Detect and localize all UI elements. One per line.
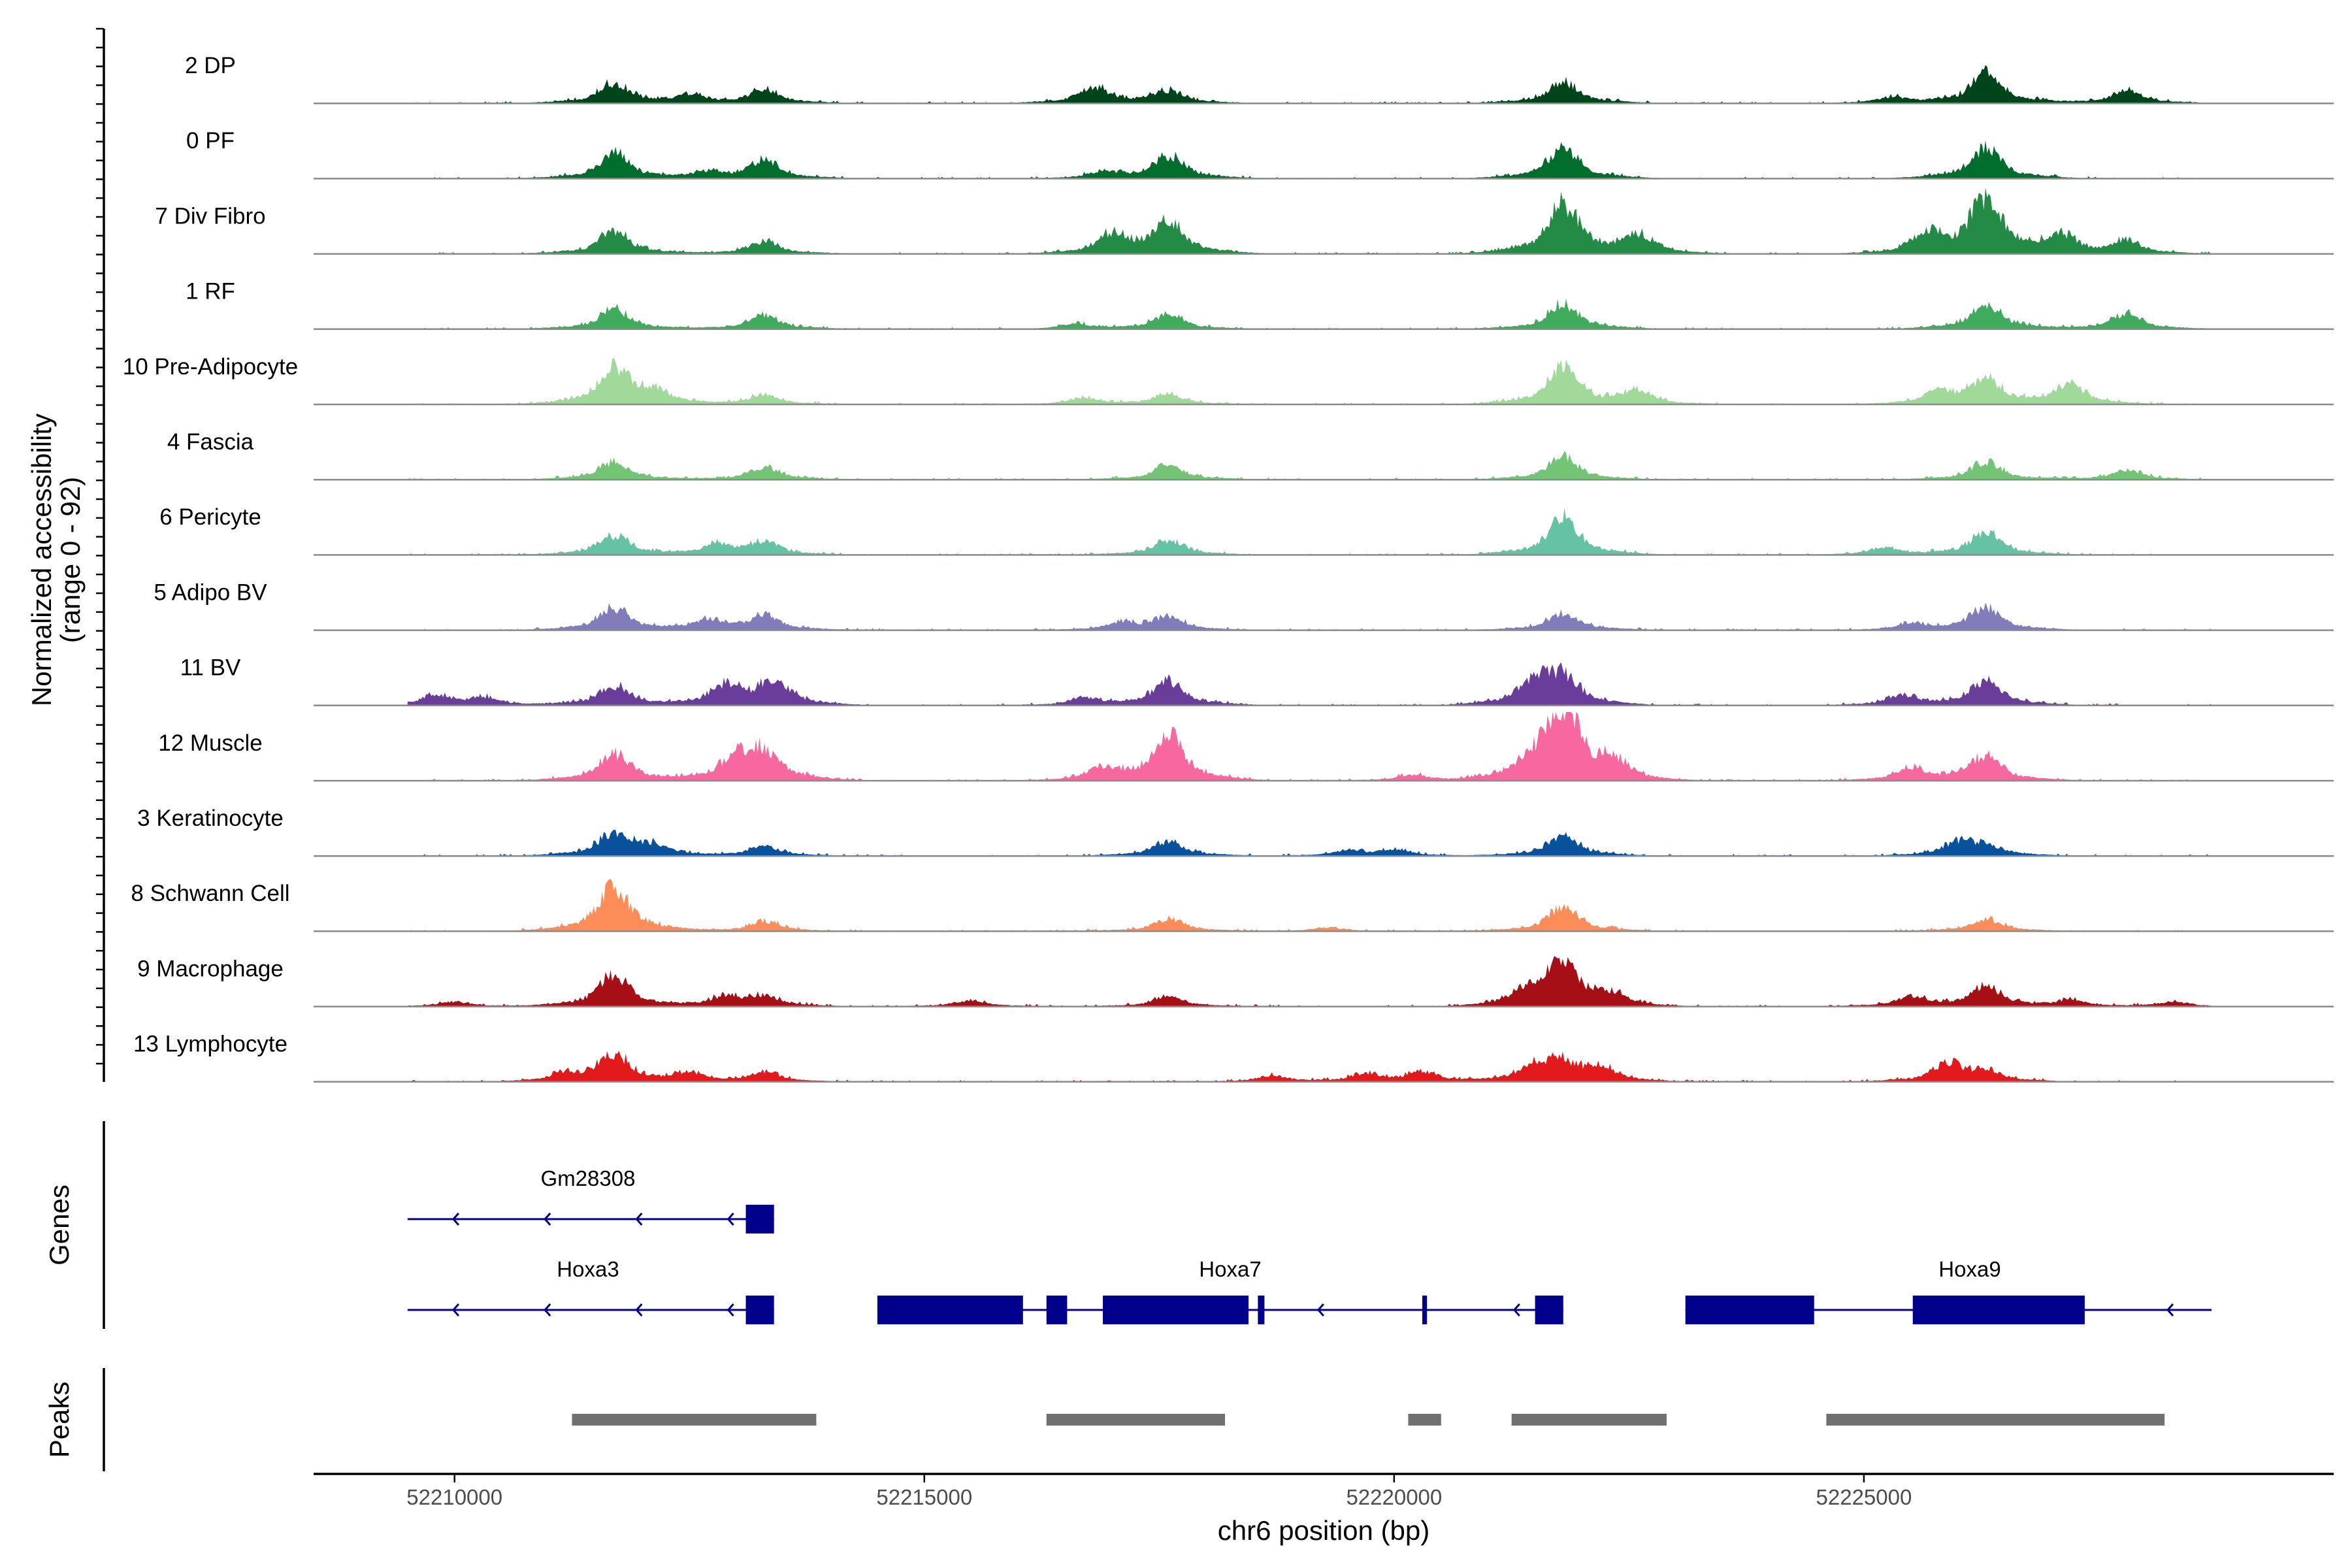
track-label: 11 BV bbox=[180, 655, 241, 681]
y-axis-title-line2: (range 0 - 92) bbox=[55, 477, 86, 643]
coverage-area bbox=[407, 711, 2212, 781]
gene-label: Hoxa9 bbox=[1938, 1257, 2001, 1281]
gene-model: Hoxa7 bbox=[877, 1257, 1563, 1324]
gene-exon bbox=[1685, 1296, 1814, 1324]
strand-arrow bbox=[635, 1213, 643, 1226]
coverage-area bbox=[407, 451, 2212, 480]
track: 12 Muscle bbox=[158, 711, 2334, 782]
gene-label: Hoxa7 bbox=[1199, 1257, 1261, 1281]
strand-arrow bbox=[1512, 1303, 1520, 1316]
coverage-area bbox=[407, 187, 2212, 254]
peaks-panel bbox=[103, 1368, 2165, 1471]
gene-exon bbox=[877, 1296, 1023, 1324]
peak-region bbox=[1826, 1414, 2165, 1426]
x-tick-label: 52215000 bbox=[876, 1485, 972, 1509]
x-tick-label: 52225000 bbox=[1816, 1485, 1912, 1509]
y-axis-title-line1: Normalized accessibility bbox=[26, 414, 57, 706]
gene-exon bbox=[1103, 1296, 1249, 1324]
strand-arrow bbox=[451, 1303, 460, 1316]
coverage-area bbox=[407, 1051, 2212, 1082]
coverage-area bbox=[407, 299, 2212, 329]
coverage-area bbox=[407, 65, 2212, 104]
gene-model: Gm28308 bbox=[407, 1166, 774, 1233]
track: 9 Macrophage bbox=[137, 956, 2334, 1007]
gene-exon bbox=[1258, 1296, 1265, 1324]
coverage-area bbox=[407, 140, 2212, 179]
track: 7 Div Fibro bbox=[155, 187, 2334, 255]
coverage-area bbox=[407, 956, 2212, 1007]
track: 2 DP bbox=[185, 53, 2334, 105]
gene-exon bbox=[745, 1205, 774, 1233]
gene-exon bbox=[745, 1296, 774, 1324]
peak-region bbox=[1046, 1414, 1225, 1426]
track-label: 12 Muscle bbox=[158, 730, 263, 756]
track: 13 Lymphocyte bbox=[133, 1032, 2334, 1083]
genes-panel-label: Genes bbox=[44, 1184, 74, 1266]
track-label: 8 Schwann Cell bbox=[131, 881, 289, 906]
peaks-panel-label: Peaks bbox=[44, 1382, 74, 1458]
strand-arrow bbox=[635, 1303, 643, 1316]
track: 3 Keratinocyte bbox=[137, 806, 2334, 857]
track-label: 7 Div Fibro bbox=[155, 203, 265, 229]
track: 8 Schwann Cell bbox=[131, 879, 2334, 932]
x-tick-label: 52210000 bbox=[406, 1485, 502, 1509]
gene-exon bbox=[1046, 1296, 1068, 1324]
strand-arrow bbox=[1316, 1303, 1324, 1316]
track-label: 2 DP bbox=[185, 53, 236, 78]
gene-exon bbox=[1535, 1296, 1563, 1324]
x-tick-label: 52220000 bbox=[1346, 1485, 1442, 1509]
strand-arrow bbox=[727, 1213, 734, 1226]
gene-exon bbox=[1912, 1296, 2085, 1324]
track: 5 Adipo BV bbox=[154, 580, 2334, 631]
accessibility-tracks-panel: 2 DP 0 PF 7 Div Fibro 1 RF 10 Pre-Adipocyte 4… bbox=[123, 53, 2334, 1083]
coverage-y-axis bbox=[96, 27, 105, 1082]
coverage-area bbox=[407, 602, 2212, 630]
coverage-area bbox=[407, 357, 2212, 404]
peak-region bbox=[1408, 1414, 1441, 1426]
coverage-area bbox=[407, 830, 2212, 857]
coverage-area bbox=[407, 508, 2212, 555]
strand-arrow bbox=[544, 1213, 551, 1226]
gene-model: Hoxa3 bbox=[407, 1257, 774, 1324]
track: 0 PF bbox=[186, 128, 2334, 180]
strand-arrow bbox=[451, 1213, 460, 1226]
gene-label: Gm28308 bbox=[541, 1166, 636, 1190]
track-label: 1 RF bbox=[186, 279, 235, 304]
track: 6 Pericyte bbox=[159, 504, 2334, 556]
track: 1 RF bbox=[186, 279, 2334, 331]
track: 11 BV bbox=[180, 655, 2334, 707]
coverage-area bbox=[407, 662, 2212, 706]
track-label: 0 PF bbox=[186, 128, 235, 154]
track-label: 9 Macrophage bbox=[137, 956, 284, 981]
genes-panel: Gm28308 Hoxa3 Hoxa7 Hoxa9 bbox=[103, 1121, 2212, 1329]
track-label: 3 Keratinocyte bbox=[137, 806, 284, 831]
gene-label: Hoxa3 bbox=[557, 1257, 619, 1281]
coverage-area bbox=[407, 879, 2212, 932]
track-label: 10 Pre-Adipocyte bbox=[123, 354, 298, 380]
gene-exon bbox=[1422, 1296, 1428, 1324]
track-label: 13 Lymphocyte bbox=[133, 1032, 287, 1057]
track-label: 4 Fascia bbox=[167, 429, 254, 455]
track-label: 5 Adipo BV bbox=[154, 580, 267, 605]
peak-region bbox=[572, 1414, 817, 1426]
strand-arrow bbox=[727, 1303, 734, 1316]
strand-arrow bbox=[544, 1303, 551, 1316]
track-label: 6 Pericyte bbox=[159, 504, 261, 530]
peak-region bbox=[1511, 1414, 1667, 1426]
x-axis-title: chr6 position (bp) bbox=[1218, 1515, 1430, 1546]
gene-model: Hoxa9 bbox=[1685, 1257, 2212, 1324]
strand-arrow bbox=[2166, 1303, 2174, 1316]
track: 4 Fascia bbox=[167, 429, 2334, 481]
track: 10 Pre-Adipocyte bbox=[123, 354, 2334, 406]
position-x-axis: 52210000 52215000 52220000 52225000 bbox=[314, 1473, 2334, 1509]
